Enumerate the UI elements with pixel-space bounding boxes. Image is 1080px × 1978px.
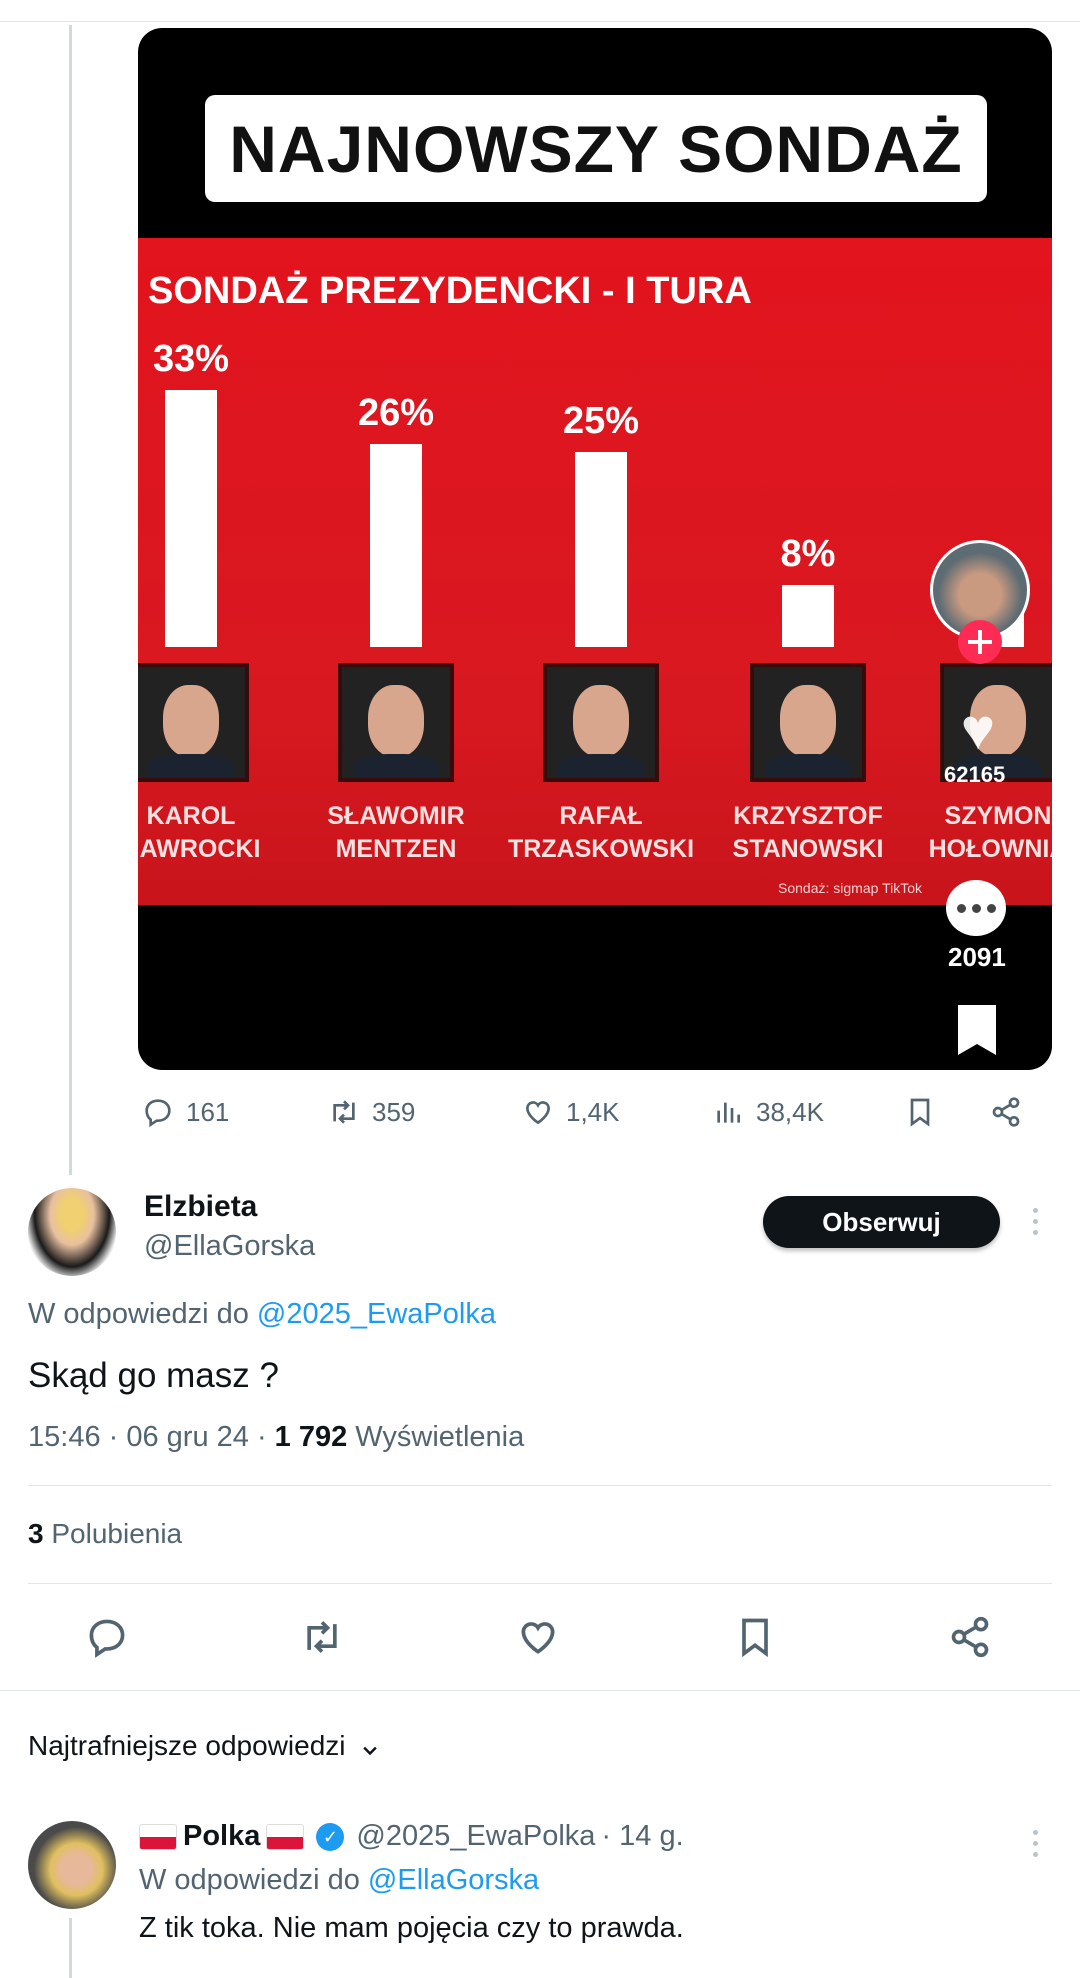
share-icon [990,1096,1022,1128]
candidate-photo [138,663,249,782]
bookmark-button[interactable] [904,1096,936,1128]
reply-more-options-icon[interactable] [1033,1830,1039,1857]
tweet-meta: 15:46 · 06 gru 24 · 1 792 Wyświetlenia [28,1421,525,1453]
candidate-photo [543,663,659,782]
progress-indicator [608,194,654,198]
candidate-photo [750,663,866,782]
divider [0,1690,1080,1691]
views-count: 1 792 [274,1421,348,1453]
follow-button[interactable]: Obserwuj [763,1196,1000,1248]
poll-credit: Sondaż: sigmap TikTok [778,880,922,896]
candidate-photo [940,663,1052,782]
poll-bar [575,452,627,647]
candidate-name-last: STANOWSKI [732,835,884,863]
candidate-name-last: MENTZEN [335,835,457,863]
tweet-text: Skąd go masz ? [28,1356,279,1395]
views-button[interactable]: 38,4K [712,1096,824,1128]
poll-subtitle: SONDAŻ PREZYDENCKI - I TURA [148,270,752,312]
reply-context: W odpowiedzi do @2025_EwaPolka [28,1298,496,1330]
poll-percent-label: 8% [780,532,836,575]
reply-text: Z tik toka. Nie mam pojęcia czy to prawd… [139,1912,684,1944]
reply-display-name[interactable]: Polka [183,1820,261,1852]
reply-icon[interactable] [85,1615,129,1659]
poll-bar [370,444,422,647]
tiktok-comment-icon[interactable] [946,880,1006,936]
poll-headline: NAJNOWSZY SONDAŻ [205,95,987,202]
share-icon[interactable] [948,1615,992,1659]
more-options-icon[interactable] [1033,1208,1039,1235]
tiktok-follow-plus-icon[interactable] [958,620,1002,664]
tiktok-heart-icon[interactable]: ♥ [960,697,996,762]
reply-context: W odpowiedzi do @EllaGorska [139,1864,540,1896]
poll-percent-label: 25% [562,400,640,442]
author-display-name[interactable]: Elzbieta [144,1190,258,1223]
candidate-photo [338,663,454,782]
reply-to-link[interactable]: @EllaGorska [367,1864,540,1896]
verified-badge-icon: ✓ [316,1822,345,1851]
tweet-timestamp[interactable]: 15:46 · 06 gru 24 · [28,1421,275,1453]
candidate-name-first: SZYMON [944,802,1052,830]
replies-sort-dropdown[interactable]: Najtrafniejsze odpowiedzi [28,1730,380,1762]
chevron-down-icon [360,1736,380,1756]
thread-line [69,25,72,1175]
poll-percent-label: 33% [152,337,230,380]
reply-button[interactable]: 161 [142,1096,229,1128]
views-count: 38,4K [756,1096,824,1127]
poll-bar [165,389,217,647]
poland-flag-icon [139,1823,177,1850]
poll-graphic: SONDAŻ PREZYDENCKI - I TURA 33% KAROL NAWR… [138,238,1052,905]
author-handle[interactable]: @EllaGorska [144,1230,316,1262]
repost-button[interactable]: 359 [328,1096,415,1128]
poland-flag-icon [266,1823,305,1850]
candidate-name-first: SŁAWOMIR [327,802,465,830]
repost-count: 359 [372,1096,416,1127]
heart-icon[interactable] [516,1615,560,1659]
reply-header: Polka ✓ @2025_EwaPolka · 14 g. [139,1820,684,1853]
poll-percent-label: 26% [357,392,435,435]
tiktok-like-count: 62165 [944,762,1006,787]
candidate-name-last: HOŁOWNIA [928,835,1052,863]
tiktok-bookmark-icon[interactable] [958,1005,996,1055]
tiktok-comment-count: 2091 [948,942,1006,972]
bookmark-icon[interactable] [733,1615,777,1659]
heart-icon [522,1096,554,1128]
author-avatar[interactable] [28,1188,116,1276]
top-divider [0,21,1080,22]
candidate-name-last: TRZASKOWSKI [507,835,695,863]
share-button[interactable] [990,1096,1022,1128]
reply-count: 161 [186,1096,230,1127]
thread-line [69,1918,72,1978]
divider [28,1485,1052,1486]
reply-handle[interactable]: @2025_EwaPolka [356,1820,596,1852]
tweet-media-image[interactable]: NAJNOWSZY SONDAŻ SONDAŻ PREZYDENCKI - I … [138,28,1052,1070]
reply-age: · 14 g. [601,1820,684,1852]
reply-to-link[interactable]: @2025_EwaPolka [256,1298,496,1330]
repost-icon[interactable] [300,1615,344,1659]
candidate-name-first: KAROL [146,802,236,830]
poll-bar [782,584,834,647]
like-count: 1,4K [566,1096,620,1127]
candidate-name-first: RAFAŁ [559,802,643,830]
reply-icon [142,1096,174,1128]
divider [28,1583,1052,1584]
candidate-name-first: KRZYSZTOF [733,802,883,830]
reply-author-avatar[interactable] [28,1821,116,1909]
like-button[interactable]: 1,4K [522,1096,620,1128]
candidate-name-last: NAWROCKI [138,835,261,863]
views-chart-icon [712,1096,744,1128]
likes-summary[interactable]: 3 Polubienia [28,1518,183,1549]
bookmark-icon [904,1096,936,1128]
repost-icon [328,1096,360,1128]
